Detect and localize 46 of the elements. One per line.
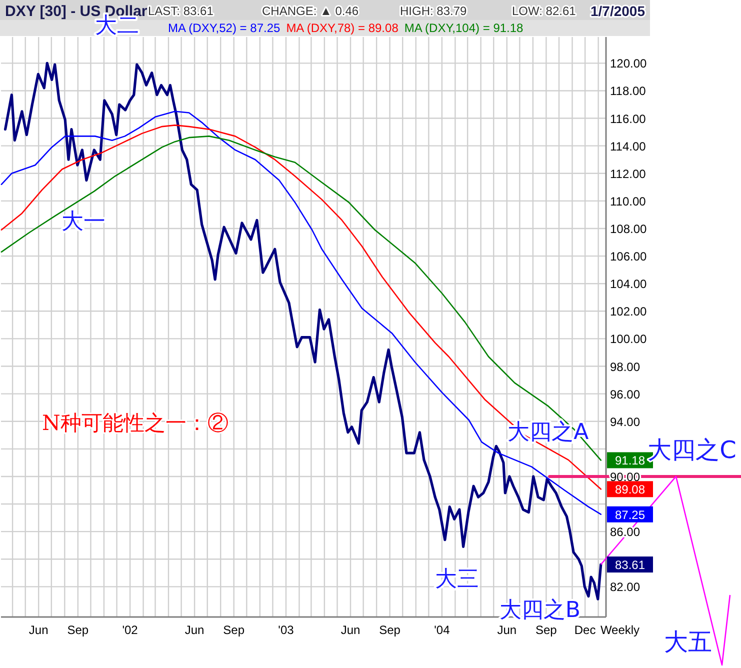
y-tick-label: 98.00 xyxy=(610,360,640,374)
y-tick-label: 90.00 xyxy=(610,470,640,484)
text: 1/7/2005 xyxy=(590,3,646,19)
x-tick-label: '02 xyxy=(122,623,138,637)
x-tick-label: Sep xyxy=(379,623,401,637)
y-tick-label: 118.00 xyxy=(610,84,646,98)
x-tick-label: Jun xyxy=(340,623,360,637)
y-tick-label: 106.00 xyxy=(610,250,648,264)
annotation: 大三 xyxy=(434,566,479,592)
text: LOW: 82.61 xyxy=(512,4,576,18)
text: LAST: 83.61 xyxy=(148,4,214,18)
data-label: 83.61 xyxy=(614,558,646,572)
y-tick-label: 100.00 xyxy=(610,332,648,346)
text: MA (DXY,104) = 91.18 xyxy=(404,21,524,35)
data-label: 91.18 xyxy=(614,454,646,468)
y-tick-label: 96.00 xyxy=(610,387,640,402)
data-label: 89.08 xyxy=(614,482,646,497)
x-tick-label: Jun xyxy=(28,623,48,637)
annotation: 大一 xyxy=(61,209,106,234)
y-tick-label: 94.00 xyxy=(610,414,640,429)
x-tick-label: Sep xyxy=(536,623,558,637)
x-tick-label: '04 xyxy=(434,623,450,637)
x-tick-label: Jun xyxy=(184,623,204,637)
text: CHANGE: ▲ 0.46 xyxy=(262,4,359,18)
y-tick-label: 82.00 xyxy=(610,580,640,594)
y-tick-label: 102.00 xyxy=(610,304,648,319)
x-tick-label: Sep xyxy=(223,623,245,637)
text: 大四之C xyxy=(648,436,736,464)
y-tick-label: 120.00 xyxy=(610,56,648,71)
y-tick-label: 108.00 xyxy=(610,222,648,236)
y-tick-label: 116.00 xyxy=(610,112,646,126)
text: 大五 xyxy=(664,628,712,656)
y-tick-label: 110.00 xyxy=(610,194,646,208)
x-tick-label: Dec xyxy=(574,623,596,637)
data-label: 87.25 xyxy=(614,508,646,522)
text: MA (DXY,52) = 87.25 xyxy=(168,21,281,35)
x-tick-label: '03 xyxy=(278,623,294,637)
x-tick-label: Sep xyxy=(67,623,89,637)
annotation: N种可能性之一：② xyxy=(42,411,228,435)
text: MA (DXY,78) = 89.08 xyxy=(286,21,399,35)
y-tick-label: 112.00 xyxy=(610,166,646,181)
x-tick-label: Jun xyxy=(497,623,517,637)
text: HIGH: 83.79 xyxy=(400,4,468,18)
y-tick-label: 114.00 xyxy=(610,139,646,154)
y-tick-label: 104.00 xyxy=(610,277,648,292)
text: Weekly xyxy=(600,623,640,637)
